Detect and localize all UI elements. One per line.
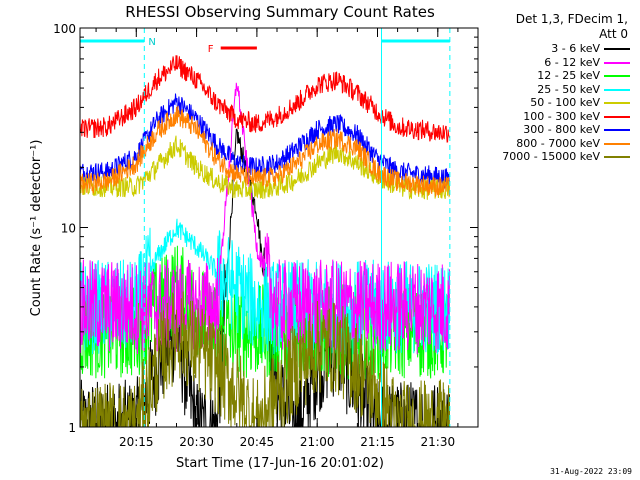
legend-label: 800 - 7000 keV: [516, 136, 600, 150]
legend-label: 7000 - 15000 keV: [502, 150, 600, 163]
y-tick-label: 1: [68, 421, 76, 435]
legend-swatch: [604, 156, 630, 158]
x-tick-label: 20:30: [179, 435, 214, 449]
series-layer: [79, 55, 450, 428]
legend-swatch: [604, 115, 630, 118]
legend-label: 300 - 800 keV: [523, 123, 600, 136]
legend-item-5: 50 - 100 keV: [470, 96, 630, 110]
series-line-6: [79, 55, 450, 143]
annotation-layer: NF: [80, 28, 451, 427]
series-line-4: [79, 218, 450, 355]
series-line-2: [79, 82, 450, 355]
flare-label: F: [208, 44, 214, 55]
legend-swatch: [604, 61, 630, 64]
axis-layer: 1 10 100 20:15 20:30 20:45 21:00 21:15 21:30: [53, 22, 478, 449]
night-label: N: [148, 37, 155, 48]
footer-timestamp: 31-Aug-2022 23:09: [550, 467, 632, 476]
y-tick-label: 100: [53, 22, 76, 36]
legend-label: 3 - 6 keV: [551, 42, 600, 55]
series-line-8: [79, 105, 450, 197]
x-axis-label: Start Time (17-Jun-16 20:01:02): [176, 456, 384, 471]
legend-label: 25 - 50 keV: [537, 82, 600, 96]
legend-item-1: 3 - 6 keV: [470, 42, 630, 56]
x-tick-label: 20:15: [119, 435, 154, 449]
legend-item-6: 100 - 300 keV: [470, 110, 630, 124]
legend-item-2: 6 - 12 keV: [470, 56, 630, 70]
legend-swatch: [604, 129, 630, 131]
legend-swatch: [604, 142, 630, 145]
chart-title: RHESSI Observing Summary Count Rates: [125, 3, 435, 21]
y-axis-label: Count Rate (s⁻¹ detector⁻¹): [29, 140, 44, 317]
legend-label: 12 - 25 keV: [537, 69, 600, 82]
legend-item-3: 12 - 25 keV: [470, 69, 630, 83]
legend-item-7: 300 - 800 keV: [470, 123, 630, 137]
legend-header: Det 1,3, FDecim 1, Att 0: [484, 12, 628, 42]
legend-swatch: [604, 48, 630, 50]
series-line-9: [79, 291, 450, 428]
legend-item-8: 800 - 7000 keV: [470, 137, 630, 151]
legend-swatch: [604, 102, 630, 104]
legend: 3 - 6 keV 6 - 12 keV 12 - 25 keV 25 - 50 ke…: [470, 42, 630, 164]
legend-item-9: 7000 - 15000 keV: [470, 150, 630, 164]
legend-item-4: 25 - 50 keV: [470, 83, 630, 97]
x-tick-label: 21:15: [360, 435, 395, 449]
x-tick-label: 21:00: [300, 435, 335, 449]
legend-header-line-2: Att 0: [599, 27, 628, 41]
legend-label: 50 - 100 keV: [530, 96, 600, 109]
legend-label: 6 - 12 keV: [544, 55, 600, 69]
x-tick-label: 21:30: [421, 435, 456, 449]
x-tick-label: 20:45: [240, 435, 275, 449]
legend-swatch: [604, 75, 630, 77]
legend-swatch: [604, 88, 630, 91]
legend-header-line-1: Det 1,3, FDecim 1,: [515, 12, 628, 26]
y-tick-label: 10: [61, 222, 76, 236]
series-line-5: [79, 135, 450, 200]
legend-label: 100 - 300 keV: [523, 109, 600, 123]
